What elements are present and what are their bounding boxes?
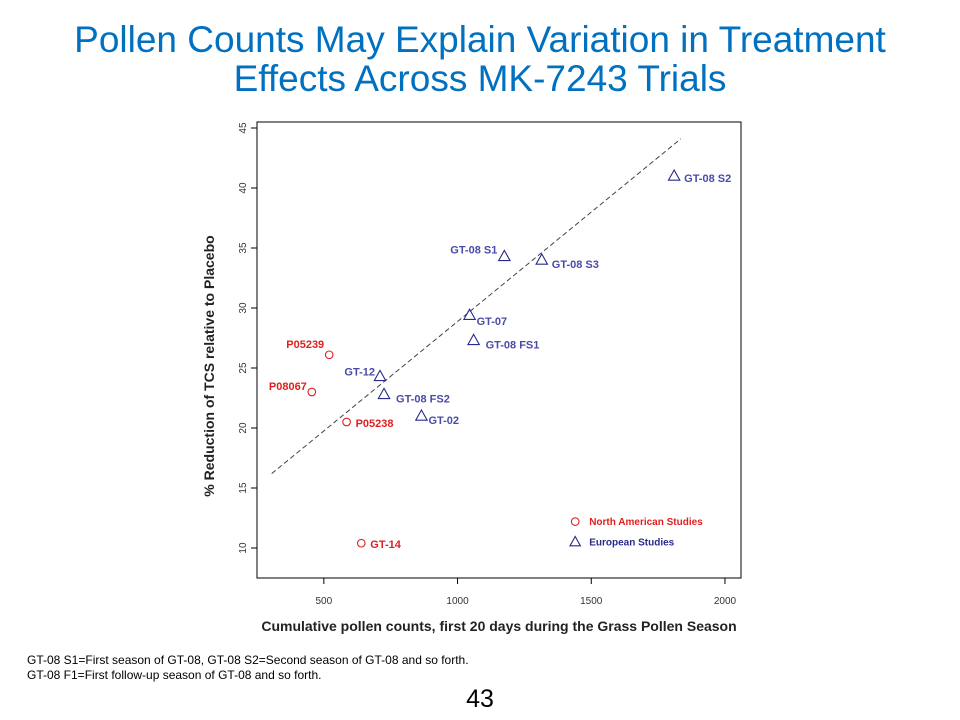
point-marker-triangle: [466, 333, 481, 346]
y-tick-label: 40: [238, 182, 249, 194]
fit-line: [271, 138, 682, 474]
point-marker-circle: [307, 387, 317, 397]
y-tick-label: 45: [238, 122, 249, 134]
footnote-line-1: GT-08 S1=First season of GT-08, GT-08 S2…: [27, 653, 469, 667]
point-label: GT-08 S3: [552, 259, 599, 271]
y-tick-label: 20: [238, 422, 249, 434]
x-tick-label: 1500: [580, 596, 603, 607]
legend-marker-circle: [570, 517, 580, 526]
point-marker-circle: [324, 350, 334, 360]
y-axis: 10 15 20 25 30 35 40 45: [238, 122, 257, 554]
x-tick-label: 500: [316, 596, 333, 607]
x-tick-label: 1000: [446, 596, 469, 607]
point-label: GT-07: [477, 316, 508, 328]
point-label: GT-12: [344, 366, 375, 378]
data-points: P05239 P08067 P05238 GT-14 GT-08 S2 GT-08 S1 G…: [269, 168, 731, 551]
footnote: GT-08 S1=First season of GT-08, GT-08 S2…: [27, 653, 469, 683]
point-label: GT-08 FS1: [486, 339, 540, 351]
point-label: P05238: [356, 418, 394, 430]
y-tick-label: 10: [238, 542, 249, 554]
slide-title: Pollen Counts May Explain Variation in T…: [0, 20, 960, 98]
point-marker-triangle: [462, 308, 477, 320]
y-tick-label: 15: [238, 482, 249, 494]
point-marker-triangle: [667, 168, 681, 181]
x-axis-title: Cumulative pollen counts, first 20 days …: [261, 618, 736, 634]
point-label: GT-08 S1: [450, 244, 497, 256]
point-marker-triangle: [377, 387, 391, 400]
point-label: GT-14: [370, 539, 401, 551]
point-marker-circle: [342, 417, 351, 427]
point-marker-triangle: [373, 369, 387, 382]
x-tick-label: 2000: [714, 596, 737, 607]
legend-label: European Studies: [589, 538, 674, 549]
point-marker-triangle: [497, 249, 511, 262]
y-tick-label: 30: [238, 302, 249, 314]
page-number: 43: [466, 685, 494, 713]
footnote-line-2: GT-08 F1=First follow-up season of GT-08…: [27, 668, 322, 682]
point-marker-circle: [356, 538, 366, 548]
x-axis: 500 1000 1500 2000: [316, 578, 737, 607]
legend-marker-triangle: [569, 535, 582, 547]
point-marker-triangle: [414, 408, 429, 421]
legend-label: North American Studies: [589, 517, 703, 528]
point-label: GT-02: [428, 415, 459, 427]
point-label: P05239: [286, 339, 324, 351]
point-marker-triangle: [535, 252, 549, 265]
plot-frame: [256, 121, 742, 579]
point-label: GT-08 S2: [684, 173, 731, 185]
y-tick-label: 25: [238, 362, 249, 374]
legend: North American Studies European Studies: [569, 517, 703, 549]
y-tick-label: 35: [238, 242, 249, 254]
y-axis-title: % Reduction of TCS relative to Placebo: [201, 235, 217, 496]
title-line-2: Effects Across MK-7243 Trials: [233, 58, 727, 99]
point-label: P08067: [269, 381, 307, 393]
point-label: GT-08 FS2: [396, 393, 450, 405]
title-line-1: Pollen Counts May Explain Variation in T…: [74, 19, 886, 60]
